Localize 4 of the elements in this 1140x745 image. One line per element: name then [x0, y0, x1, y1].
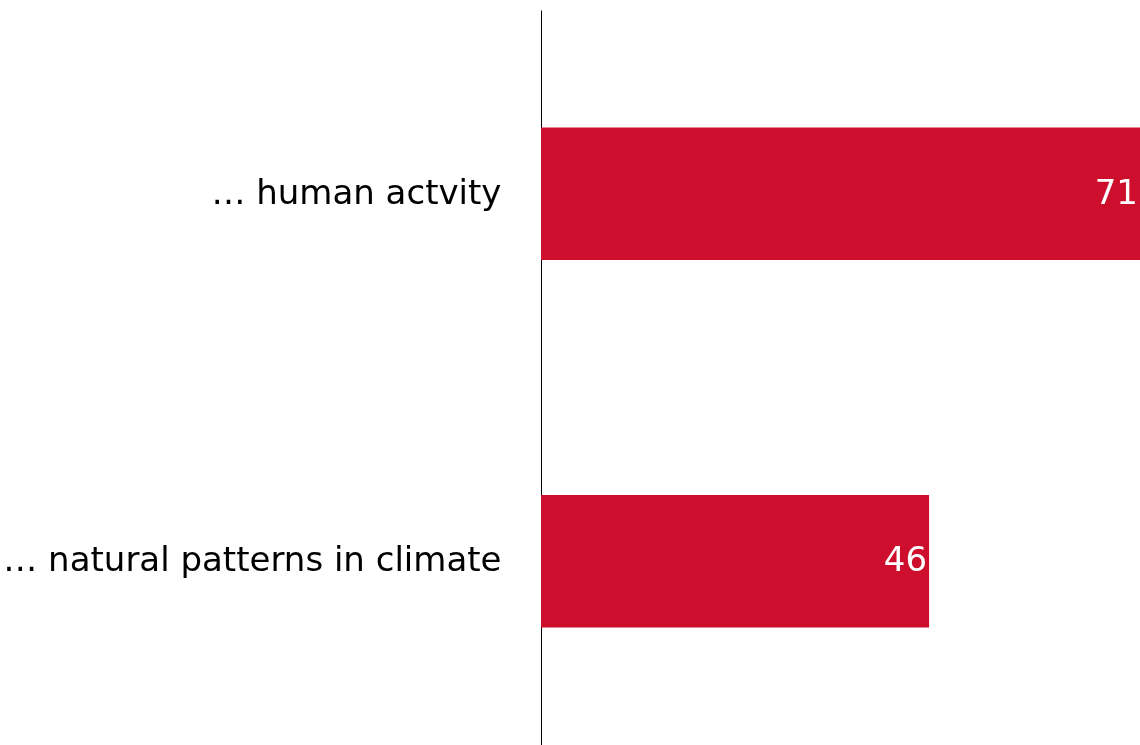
y-tick-label: … natural patterns in climate — [3, 539, 502, 580]
y-tick-label: … human actvity — [211, 171, 502, 212]
data-label: 71 — [1094, 171, 1138, 212]
data-label: 46 — [883, 539, 928, 580]
